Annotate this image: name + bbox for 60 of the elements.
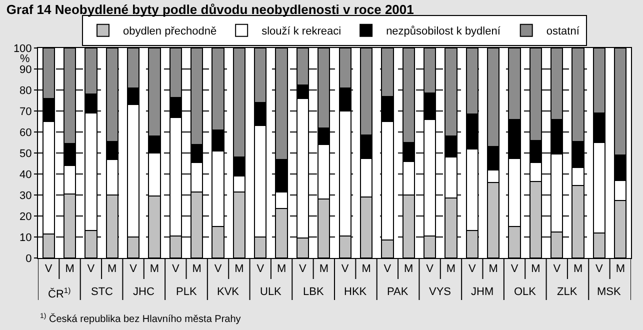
- text: $^{1)}$ Česká republika bez Hlavního města Prahy: [40, 312, 241, 326]
- x-tick-label: M: [234, 263, 244, 276]
- x-tick-label: M: [362, 263, 371, 276]
- text: JHM: [471, 286, 494, 298]
- x-tick-label: V: [87, 263, 96, 276]
- x-tick-label: V: [553, 263, 562, 276]
- y-tick-label: 70: [20, 106, 32, 118]
- x-tick-label: V: [468, 263, 476, 276]
- legend-label: nezpůsobilost k bydlení: [386, 26, 502, 38]
- text: OLK: [514, 286, 537, 298]
- text: HKK: [344, 286, 368, 298]
- y-tick-label: 40: [20, 168, 32, 181]
- x-tick-label: M: [276, 263, 286, 276]
- y-tick-label: 10: [20, 232, 32, 244]
- legend-label: ostatní: [546, 26, 580, 38]
- y-tick-label: 100: [13, 42, 32, 55]
- x-tick-label: M: [192, 263, 202, 276]
- y-tick-label: 20: [20, 210, 32, 223]
- x-tick-label: M: [108, 263, 117, 276]
- text: MSK: [597, 286, 622, 298]
- text: PLK: [176, 286, 198, 298]
- x-tick-label: V: [299, 263, 308, 276]
- x-tick-label: M: [319, 263, 328, 276]
- x-tick-label: V: [426, 263, 434, 276]
- text: PAK: [387, 286, 409, 298]
- x-tick-label: V: [510, 263, 519, 276]
- chart-title: Graf 14 Neobydlené byty podle důvodu neobydlenosti v roce 2001: [6, 2, 414, 18]
- y-tick-label: 50: [20, 148, 32, 160]
- x-tick-label: V: [384, 263, 392, 276]
- x-tick-label: M: [573, 263, 583, 276]
- text: KVK: [217, 286, 240, 298]
- x-tick-label: M: [404, 263, 414, 276]
- y-tick-label: 60: [20, 126, 32, 139]
- y-axis-title: %: [20, 53, 30, 65]
- x-tick-label: V: [172, 263, 180, 276]
- x-tick-label: V: [341, 263, 350, 276]
- x-tick-label: V: [214, 263, 222, 276]
- text: ZLK: [557, 286, 578, 298]
- text: JHC: [133, 286, 154, 298]
- x-tick-label: M: [616, 263, 625, 276]
- x-tick-label: M: [65, 263, 74, 276]
- x-tick-label: V: [596, 263, 604, 276]
- y-tick-label: 80: [20, 84, 32, 97]
- text: ULK: [260, 286, 282, 298]
- x-tick-label: V: [130, 263, 138, 276]
- x-tick-label: M: [488, 263, 498, 276]
- text: STC: [91, 286, 114, 298]
- x-tick-label: V: [256, 263, 265, 276]
- legend-label: slouží k rekreaci: [262, 26, 342, 38]
- text: ČR$^{1)}$: [48, 286, 72, 301]
- x-tick-label: V: [44, 263, 53, 276]
- x-tick-label: M: [531, 263, 540, 276]
- x-tick-label: M: [150, 263, 160, 276]
- y-tick-label: 30: [20, 190, 32, 202]
- y-tick-label: 90: [20, 64, 32, 76]
- x-tick-label: M: [446, 263, 456, 276]
- text: VYS: [429, 286, 452, 298]
- y-tick-label: 0: [26, 252, 32, 265]
- legend-label: obydlen přechodně: [123, 26, 217, 38]
- text: LBK: [303, 286, 324, 298]
